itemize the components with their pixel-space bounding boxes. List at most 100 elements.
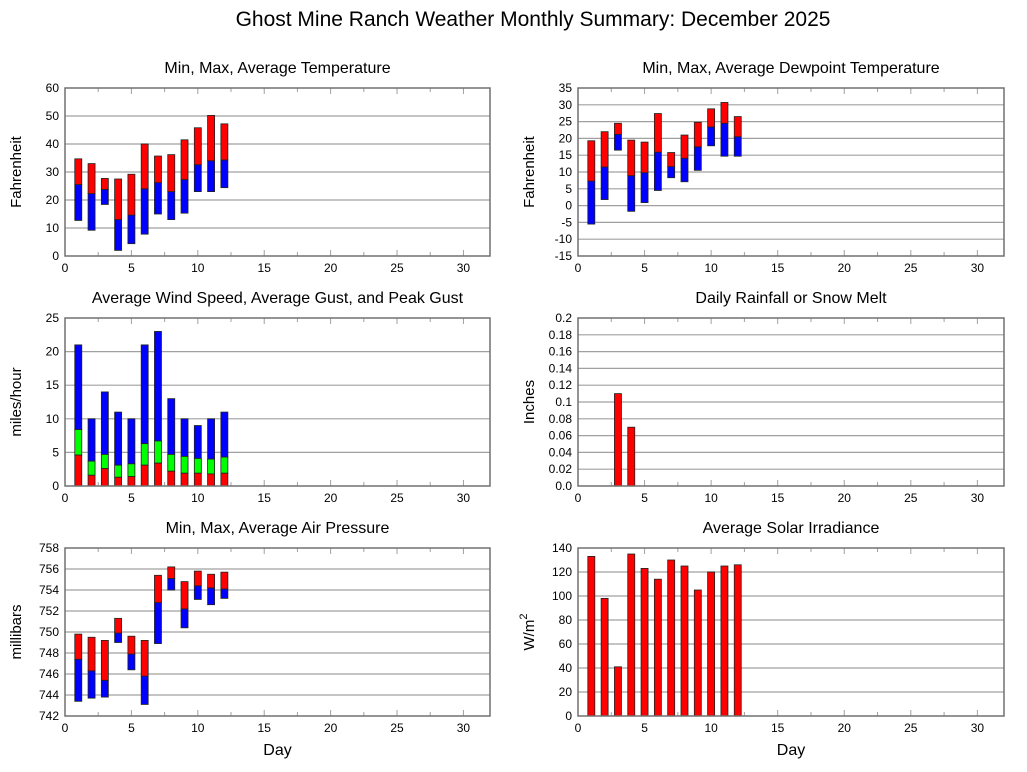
y-tick-label: 30	[559, 98, 573, 112]
bar-min-avg	[614, 133, 622, 151]
y-tick-label: 744	[39, 688, 59, 702]
x-tick-label: 15	[258, 261, 272, 275]
y-tick-label: 60	[46, 81, 60, 95]
x-tick-label: 5	[128, 721, 135, 735]
chart-solar: Average Solar Irradiance0204060801001201…	[518, 520, 1005, 759]
bar-value	[707, 571, 716, 717]
bar-avg-gust	[127, 463, 136, 477]
bar-avg-max	[193, 127, 202, 166]
x-tick-label: 30	[971, 491, 985, 505]
bar-avg-max	[614, 122, 622, 135]
bar-avg-max	[600, 131, 609, 168]
bar-avg-max	[220, 571, 229, 590]
bar-avg-gust	[140, 443, 149, 466]
bar-avg-gust	[207, 458, 215, 475]
bar-min-avg	[167, 578, 176, 591]
x-tick-label: 30	[457, 261, 471, 275]
bar-peak-gust	[180, 418, 189, 457]
y-tick-label: 758	[39, 541, 59, 555]
chart-title: Min, Max, Average Dewpoint Temperature	[642, 60, 939, 77]
x-tick-label: 10	[191, 491, 205, 505]
bar-avg-max	[587, 140, 596, 182]
bar-avg-wind	[114, 476, 123, 487]
bar-avg-max	[207, 573, 215, 589]
bar-avg-wind	[220, 472, 229, 487]
y-tick-label: 35	[559, 81, 573, 95]
y-tick-label: 0.02	[549, 462, 573, 476]
bar-min-avg	[87, 670, 96, 699]
bar-min-avg	[667, 166, 676, 179]
bar-value	[653, 578, 662, 717]
y-tick-label: 0.0	[555, 479, 572, 493]
bar-avg-max	[167, 154, 176, 192]
bar-avg-max	[100, 178, 109, 190]
bar-avg-wind	[180, 472, 189, 487]
y-tick-label: -5	[561, 215, 572, 229]
y-tick-label: 0	[52, 479, 59, 493]
bar-value	[627, 426, 636, 487]
bar-peak-gust	[220, 411, 229, 458]
x-tick-label: 20	[838, 261, 852, 275]
chart-title: Min, Max, Average Air Pressure	[166, 520, 390, 537]
bar-avg-max	[140, 143, 149, 190]
y-tick-label: 40	[559, 661, 573, 675]
bar-avg-max	[74, 158, 83, 185]
x-tick-label: 15	[258, 491, 272, 505]
bar-avg-gust	[220, 456, 229, 474]
y-tick-label: 10	[559, 165, 573, 179]
x-tick-label: 0	[575, 491, 582, 505]
bar-min-avg	[74, 184, 83, 221]
y-tick-label: 0.14	[549, 361, 573, 375]
y-axis-label: miles/hour	[8, 367, 25, 436]
y-tick-label: 752	[39, 604, 59, 618]
bar-min-avg	[653, 151, 662, 191]
x-tick-label: 20	[838, 491, 852, 505]
bar-avg-wind	[207, 473, 215, 487]
y-tick-label: 750	[39, 625, 59, 639]
bar-value	[614, 393, 622, 487]
y-tick-label: 80	[559, 613, 573, 627]
chart-wind: Average Wind Speed, Average Gust, and Pe…	[8, 290, 491, 505]
bar-min-avg	[100, 188, 109, 205]
y-tick-label: 20	[46, 193, 60, 207]
x-tick-label: 25	[390, 721, 404, 735]
x-tick-label: 5	[641, 721, 648, 735]
y-tick-label: 756	[39, 562, 59, 576]
y-tick-label: 30	[46, 165, 60, 179]
bar-min-avg	[140, 675, 149, 705]
bar-min-avg	[707, 126, 716, 147]
plot-frame	[577, 87, 1005, 257]
y-tick-label: 10	[46, 221, 60, 235]
x-tick-label: 15	[771, 261, 785, 275]
y-tick-label: 140	[552, 541, 572, 555]
bar-min-avg	[600, 166, 609, 200]
bar-min-avg	[127, 653, 136, 671]
bar-avg-gust	[154, 440, 162, 464]
y-tick-label: 0.1	[555, 395, 572, 409]
y-tick-label: 40	[46, 137, 60, 151]
bar-avg-max	[114, 617, 123, 634]
bar-min-avg	[100, 679, 109, 698]
bar-min-avg	[640, 172, 649, 203]
bar-min-avg	[193, 585, 202, 600]
x-tick-label: 10	[704, 491, 718, 505]
y-tick-label: 15	[46, 378, 60, 392]
bar-value	[627, 553, 636, 717]
bar-avg-wind	[74, 454, 83, 487]
bar-avg-max	[667, 152, 676, 168]
plot-frame	[64, 547, 491, 717]
page-title: Ghost Mine Ranch Weather Monthly Summary…	[235, 8, 831, 31]
plot-frame	[577, 547, 1005, 717]
bar-avg-max	[707, 108, 716, 128]
chart-title: Average Solar Irradiance	[703, 520, 880, 537]
x-tick-label: 15	[771, 721, 785, 735]
x-axis-label: Day	[263, 742, 291, 759]
bar-min-avg	[154, 602, 162, 644]
bar-avg-gust	[114, 464, 123, 478]
bar-min-avg	[180, 608, 189, 629]
x-tick-label: 10	[704, 721, 718, 735]
bar-min-avg	[627, 175, 636, 212]
bar-min-avg	[114, 219, 123, 251]
x-tick-label: 25	[904, 491, 918, 505]
bar-avg-max	[720, 102, 729, 124]
